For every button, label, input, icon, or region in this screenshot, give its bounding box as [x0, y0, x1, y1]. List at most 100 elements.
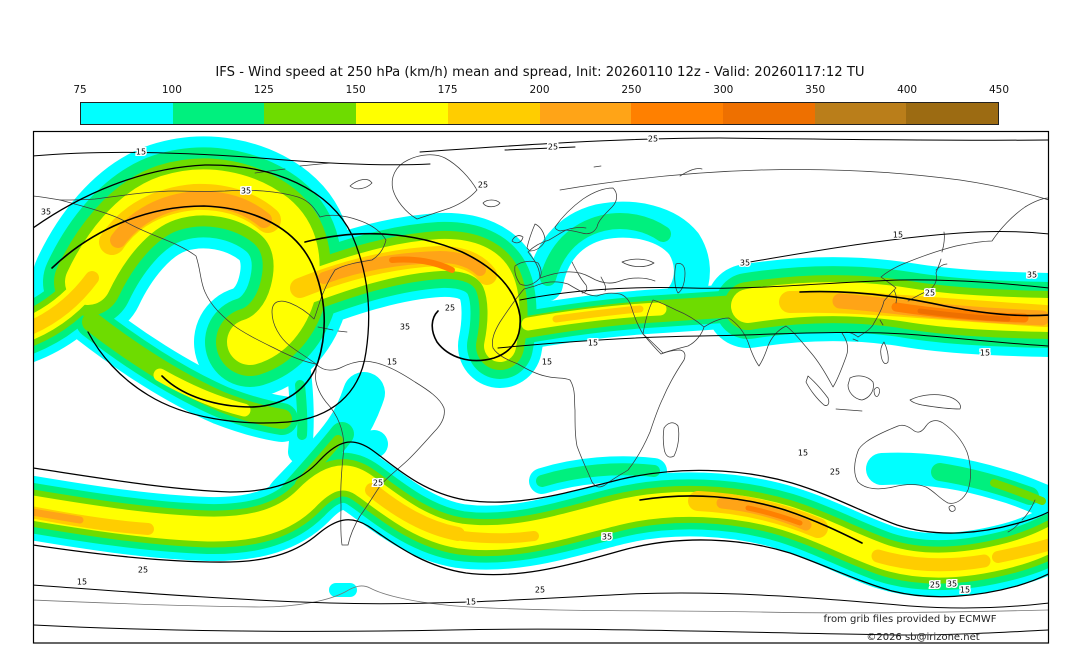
map-path [254, 168, 286, 174]
map-path [674, 263, 686, 294]
map-path [349, 179, 373, 190]
colorbar-segment [172, 103, 265, 124]
map-path [315, 360, 445, 546]
contour-label: 25 [445, 304, 455, 313]
colorbar-tick-label: 175 [437, 84, 458, 96]
map-path [389, 256, 455, 273]
map-path [153, 368, 251, 417]
map-path [879, 319, 884, 326]
colorbar-tick-label: 75 [73, 84, 87, 96]
contour-label: 35 [740, 259, 750, 268]
map-path [852, 338, 859, 342]
contour-label: 15 [466, 598, 476, 607]
map-path [419, 137, 1048, 153]
colorbar-segment [722, 103, 815, 124]
map-path [703, 317, 859, 388]
contour-label: 25 [138, 566, 148, 575]
map-frame [32, 130, 1050, 644]
contour-label: 35 [400, 323, 410, 332]
map-path [847, 375, 874, 401]
colorbar-segment [81, 103, 173, 124]
map-path [295, 380, 308, 440]
map-path [299, 162, 331, 167]
colorbar-segment [264, 103, 357, 124]
map-path [34, 584, 1048, 609]
colorbar [80, 102, 999, 125]
colorbar-tick-label: 250 [621, 84, 642, 96]
map-path [835, 408, 863, 412]
colorbar-tick-label: 100 [161, 84, 182, 96]
map-path [59, 189, 387, 365]
contour-label: 15 [77, 578, 87, 587]
map-path [1021, 499, 1036, 521]
map-path [527, 227, 587, 279]
map-path [917, 308, 1011, 322]
colorbar-tick-label: 400 [897, 84, 918, 96]
chart-title: IFS - Wind speed at 250 hPa (km/h) mean … [215, 65, 865, 80]
contour-label: 35 [602, 533, 612, 542]
map-path [857, 197, 1048, 338]
contour-label: 25 [535, 586, 545, 595]
map-path [745, 505, 803, 526]
colorbar-segment [539, 103, 632, 124]
map-path [571, 261, 588, 294]
map-path [110, 190, 272, 248]
colorbar-segment [447, 103, 540, 124]
map-path [593, 165, 602, 168]
map-path [514, 260, 542, 286]
map-path [600, 276, 607, 292]
map-path [51, 205, 325, 408]
map-path [990, 479, 1046, 505]
map-path [34, 164, 370, 424]
map-path [621, 258, 655, 267]
map-path [992, 538, 1048, 563]
map-path [318, 251, 486, 284]
map-path [526, 223, 546, 252]
contour-label: 35 [947, 580, 957, 589]
map-path [805, 375, 830, 406]
contour-label: 35 [241, 187, 251, 196]
colorbar-tick-label: 200 [529, 84, 550, 96]
colorbar-tick-label: 350 [805, 84, 826, 96]
contour-label: 25 [648, 135, 658, 144]
map-path [880, 341, 889, 364]
map-path [639, 495, 863, 544]
map-path [365, 483, 465, 541]
spread-contour-lines [34, 137, 1048, 636]
contour-label: 15 [136, 148, 146, 157]
map-path [34, 151, 431, 166]
colorbar-tick-label: 300 [713, 84, 734, 96]
map-path [909, 394, 961, 410]
map-path [873, 387, 880, 397]
map-path [540, 213, 671, 286]
map-path [34, 271, 99, 334]
map-path [948, 505, 956, 512]
map-path [34, 624, 1048, 636]
contour-label: 25 [930, 581, 940, 590]
colorbar-tick-label: 150 [345, 84, 366, 96]
colorbar-segment [631, 103, 723, 124]
map-path [907, 258, 942, 302]
map-path [749, 230, 1048, 263]
contour-label: 15 [542, 358, 552, 367]
map-path [34, 519, 1048, 598]
colorbar-tick-label: 125 [253, 84, 274, 96]
colorbar-segment [906, 103, 999, 124]
contour-label: 15 [798, 449, 808, 458]
contour-label: 15 [980, 349, 990, 358]
map-path [34, 195, 61, 201]
colorbar-tick-label: 450 [988, 84, 1010, 96]
attribution-ecmwf: from grib files provided by ECMWF [824, 614, 997, 625]
map-path [662, 422, 680, 458]
map-path [482, 199, 501, 208]
colorbar-segment [356, 103, 448, 124]
map-path [554, 187, 617, 235]
contour-label: 25 [548, 143, 558, 152]
contour-label: 25 [830, 468, 840, 477]
map-path [559, 169, 1048, 201]
map-path [337, 330, 348, 333]
attribution-copyright: ©2026 sb@irizone.net [866, 632, 979, 643]
contour-label: 15 [387, 358, 397, 367]
map-path [504, 146, 576, 151]
